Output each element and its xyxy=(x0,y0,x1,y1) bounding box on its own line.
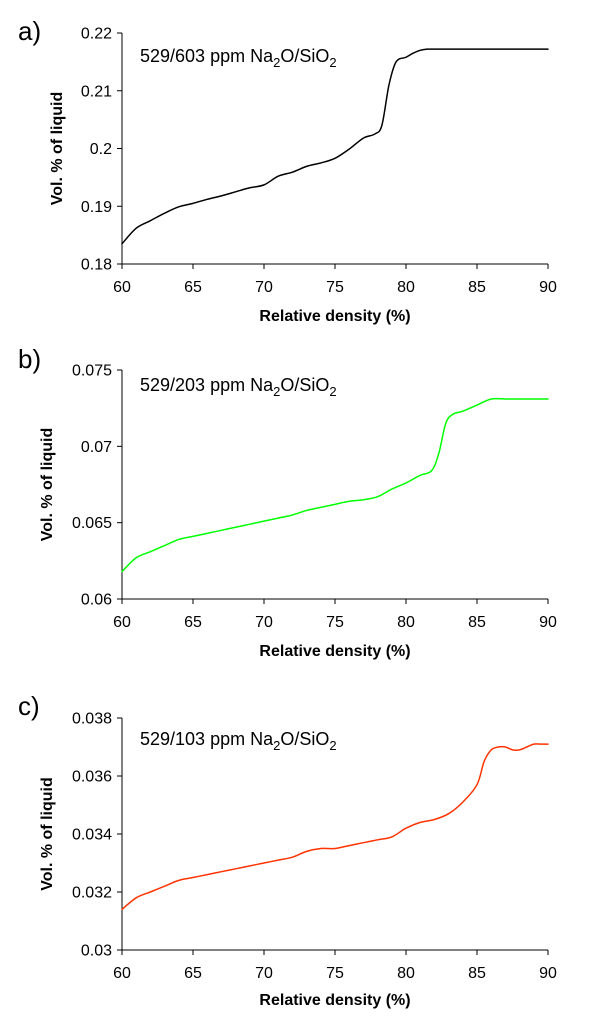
chart-panel-3: c) 0.03 0.032 0.034 0.036 0.038 60 65 70 75 80 85 90… xyxy=(18,691,557,1009)
title-subscript: 2 xyxy=(329,55,336,70)
series-line xyxy=(121,743,549,911)
x-tick-label: 70 xyxy=(255,614,273,631)
y-tick-label: 0.2 xyxy=(90,141,112,158)
title-text: 529/203 ppm Na xyxy=(140,375,274,395)
x-tick-label: 85 xyxy=(468,279,486,296)
y-tick-label: 0.21 xyxy=(81,83,112,100)
x-tick-label: 80 xyxy=(397,965,415,982)
x-tick-label: 60 xyxy=(113,614,131,631)
y-tick-label: 0.19 xyxy=(81,199,112,216)
title-text: 529/103 ppm Na xyxy=(140,729,274,749)
panel-label: a) xyxy=(18,16,41,46)
x-tick-label: 75 xyxy=(326,279,344,296)
x-tick-label: 65 xyxy=(184,965,202,982)
series-line xyxy=(121,48,549,245)
y-tick-label: 0.032 xyxy=(72,885,112,902)
title-text: O/SiO xyxy=(280,46,329,66)
x-tick-label: 75 xyxy=(326,614,344,631)
x-axis-title: Relative density (%) xyxy=(259,643,410,660)
y-tick-label: 0.038 xyxy=(72,711,112,728)
x-tick-label: 70 xyxy=(255,279,273,296)
y-tick-label: 0.06 xyxy=(81,592,112,609)
y-tick-label: 0.036 xyxy=(72,769,112,786)
title-text: O/SiO xyxy=(280,729,329,749)
x-tick-label: 85 xyxy=(468,614,486,631)
y-tick-label: 0.18 xyxy=(81,257,112,274)
y-tick-label: 0.075 xyxy=(72,363,112,380)
y-axis-title: Vol. % of liquid xyxy=(39,777,56,890)
title-subscript: 2 xyxy=(273,384,280,399)
title-text: 529/603 ppm Na xyxy=(140,46,274,66)
chart-panel-2: b) 0.06 0.065 0.07 0.075 60 65 70 75 80 85 90 Relati… xyxy=(18,344,557,660)
y-tick-label: 0.034 xyxy=(72,827,112,844)
x-tick-label: 60 xyxy=(113,279,131,296)
x-tick-label: 80 xyxy=(397,614,415,631)
title-subscript: 2 xyxy=(273,738,280,753)
x-tick-label: 65 xyxy=(184,614,202,631)
x-tick-label: 65 xyxy=(184,279,202,296)
y-tick-label: 0.03 xyxy=(81,943,112,960)
x-axis-title: Relative density (%) xyxy=(259,992,410,1009)
title-subscript: 2 xyxy=(273,55,280,70)
y-tick-label: 0.065 xyxy=(72,515,112,532)
y-tick-label: 0.22 xyxy=(81,26,112,43)
panel-label: c) xyxy=(18,691,40,721)
x-tick-label: 90 xyxy=(539,614,557,631)
y-tick-label: 0.07 xyxy=(81,439,112,456)
chart-panel-1: a) 0.18 0.19 0.2 0.21 0.22 60 65 70 75 80 85 90 Relat… xyxy=(18,16,557,325)
x-axis-title: Relative density (%) xyxy=(259,308,410,325)
title-subscript: 2 xyxy=(329,384,336,399)
series-line xyxy=(121,397,549,573)
panel-label: b) xyxy=(18,344,41,374)
x-tick-label: 70 xyxy=(255,965,273,982)
chart-title: 529/603 ppm Na2O/SiO2 xyxy=(140,46,337,70)
chart-title: 529/103 ppm Na2O/SiO2 xyxy=(140,729,337,753)
title-text: O/SiO xyxy=(280,375,329,395)
x-tick-label: 75 xyxy=(326,965,344,982)
chart-title: 529/203 ppm Na2O/SiO2 xyxy=(140,375,337,399)
x-tick-label: 90 xyxy=(539,965,557,982)
x-tick-label: 90 xyxy=(539,279,557,296)
x-tick-label: 80 xyxy=(397,279,415,296)
x-tick-label: 85 xyxy=(468,965,486,982)
y-axis-title: Vol. % of liquid xyxy=(39,428,56,541)
x-tick-label: 60 xyxy=(113,965,131,982)
y-axis-title: Vol. % of liquid xyxy=(49,92,66,205)
title-subscript: 2 xyxy=(329,738,336,753)
